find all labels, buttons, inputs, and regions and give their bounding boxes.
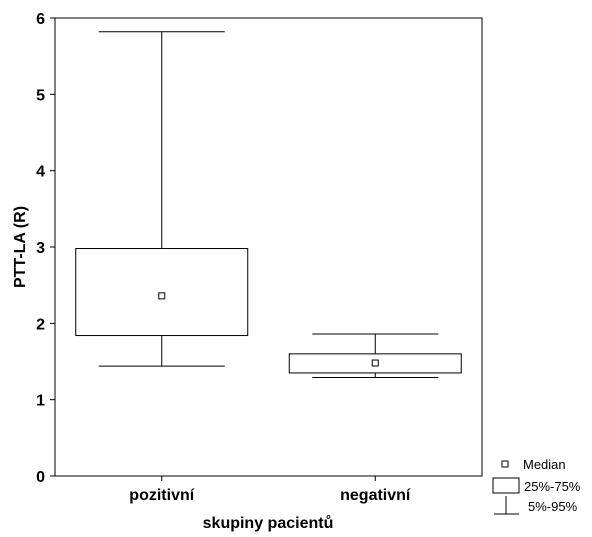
- legend-box-marker: [492, 477, 520, 494]
- median-marker: [158, 292, 166, 300]
- x-tick-label: negativní: [340, 487, 411, 504]
- x-axis-title: skupiny pacientů: [203, 515, 334, 532]
- y-axis-title: PTT-LA (R): [12, 206, 29, 288]
- median-marker: [371, 359, 379, 367]
- iqr-box: [75, 248, 249, 337]
- box-negativní: [288, 333, 462, 379]
- y-tick-label: 2: [36, 316, 45, 333]
- x-tick-label: pozitivní: [129, 487, 194, 504]
- y-tick-label: 5: [36, 87, 45, 104]
- legend-median-label: Median: [523, 457, 566, 472]
- boxes: [75, 31, 462, 379]
- legend: Median 25%-75% 5%-95%: [492, 457, 581, 515]
- legend-box-label: 25%-75%: [524, 479, 581, 494]
- x-axis: pozitivní negativní: [129, 476, 411, 504]
- box-pozitivní: [75, 31, 249, 367]
- y-axis: 0 1 2 3 4 5 6: [36, 11, 55, 486]
- y-tick-label: 0: [36, 469, 45, 486]
- y-tick-label: 1: [36, 393, 45, 410]
- plot-frame: [54, 17, 483, 477]
- y-tick-label: 6: [36, 11, 45, 28]
- legend-median-marker: [501, 460, 509, 468]
- legend-whisker-marker: [494, 496, 519, 515]
- y-tick-label: 3: [36, 240, 45, 257]
- y-tick-label: 4: [36, 164, 45, 181]
- legend-whisker-label: 5%-95%: [528, 499, 578, 514]
